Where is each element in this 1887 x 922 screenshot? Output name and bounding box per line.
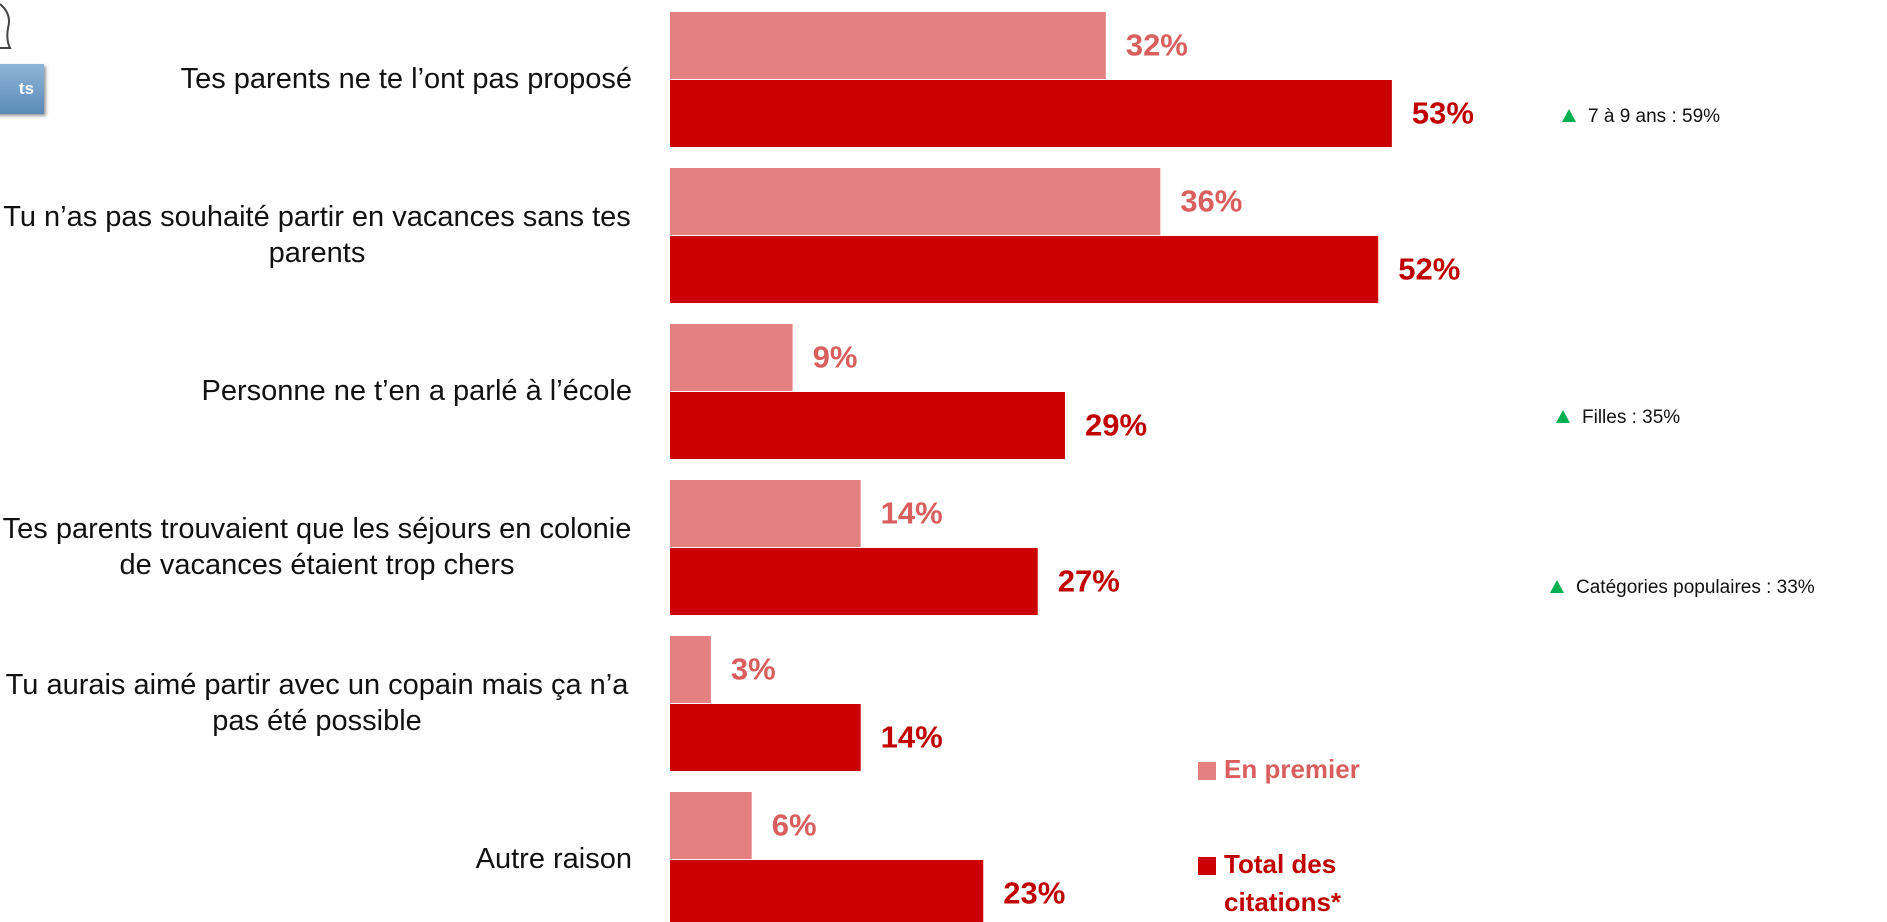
- value-label: 29%: [1085, 408, 1147, 443]
- bar: [670, 548, 1038, 615]
- legend-label: En premier: [1224, 754, 1360, 784]
- value-label: 14%: [881, 496, 943, 531]
- value-label: 32%: [1126, 28, 1188, 63]
- bar: [670, 480, 861, 547]
- annotation: 7 à 9 ans : 59%: [1588, 106, 1720, 127]
- value-label: 9%: [813, 340, 858, 375]
- bar: [670, 168, 1161, 235]
- value-label: 36%: [1180, 184, 1242, 219]
- bar: [670, 12, 1106, 79]
- bar: [670, 80, 1392, 147]
- value-label: 3%: [731, 652, 776, 687]
- icon: [0, 3, 12, 49]
- category-label: Personne ne t’en a parlé à l’école: [201, 375, 632, 407]
- legend-label: Total des citations*: [1224, 849, 1342, 917]
- bar: [670, 324, 793, 391]
- bar: [670, 792, 752, 859]
- category-label: Tes parents ne te l’ont pas proposé: [180, 63, 632, 95]
- value-label: 27%: [1058, 564, 1120, 599]
- bar: [670, 704, 861, 771]
- annotation-icon: [1562, 109, 1576, 122]
- category-label: Tu aurais aimé partir avec un copain mai…: [5, 669, 629, 737]
- bar: [670, 636, 711, 703]
- value-label: 53%: [1412, 96, 1474, 131]
- annotation: Filles : 35%: [1582, 407, 1680, 428]
- legend-swatch: [1198, 762, 1216, 780]
- value-label: 23%: [1003, 876, 1065, 911]
- bar: [670, 236, 1379, 303]
- bar: [670, 392, 1065, 459]
- legend-swatch: [1198, 857, 1216, 875]
- category-label: Tu n’as pas souhaité partir en vacances …: [3, 201, 631, 269]
- value-label: 6%: [772, 808, 817, 843]
- annotation-icon: [1556, 410, 1570, 423]
- annotation-icon: [1550, 580, 1564, 593]
- button[interactable]: ts: [0, 64, 44, 114]
- value-label: 52%: [1398, 252, 1460, 287]
- annotation: Catégories populaires : 33%: [1576, 577, 1815, 598]
- value-label: 14%: [881, 720, 943, 755]
- category-label: Tes parents trouvaient que les séjours e…: [2, 513, 632, 581]
- category-label: Autre raison: [475, 843, 632, 875]
- bar: [670, 860, 984, 922]
